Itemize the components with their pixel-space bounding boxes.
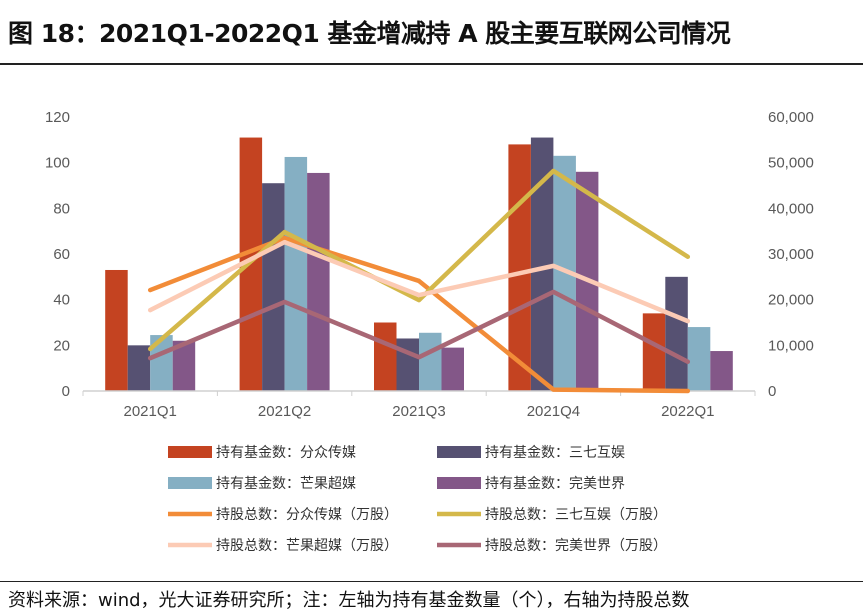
- y-right-tick-label: 60,000: [768, 109, 814, 126]
- x-tick-label: 2021Q3: [392, 403, 445, 420]
- y-left-tick-label: 0: [62, 383, 70, 400]
- figure-title: 图 18：2021Q1-2022Q1 基金增减持 A 股主要互联网公司情况: [8, 19, 731, 48]
- legend-label: 持股总数：芒果超媒（万股）: [216, 538, 398, 554]
- bar: [665, 276, 688, 391]
- legend-label: 持有基金数：分众传媒: [216, 444, 356, 461]
- legend-swatch: [168, 477, 212, 489]
- legend-label: 持股总数：分众传媒（万股）: [216, 507, 398, 523]
- bar: [262, 183, 285, 391]
- legend-swatch: [168, 446, 212, 458]
- bar: [687, 327, 711, 391]
- title-divider: [0, 63, 863, 65]
- x-tick-label: 2021Q4: [527, 403, 580, 420]
- bar: [642, 313, 666, 391]
- bar: [127, 345, 151, 391]
- source-divider: [0, 581, 863, 582]
- bar: [284, 156, 308, 391]
- legend-label: 持有基金数：三七互娱: [485, 444, 625, 461]
- y-left-tick-label: 80: [53, 200, 70, 217]
- bar: [374, 322, 397, 391]
- legend-swatch: [437, 477, 481, 489]
- y-right-tick-label: 50,000: [768, 155, 814, 172]
- y-left-tick-label: 120: [45, 109, 70, 126]
- source-note: 资料来源：wind，光大证券研究所；注：左轴为持有基金数量（个），右轴为持股总数: [8, 590, 690, 611]
- y-right-tick-label: 20,000: [768, 292, 814, 309]
- legend-label: 持股总数：完美世界（万股）: [485, 538, 667, 554]
- series-line: [147, 168, 691, 352]
- bar: [396, 338, 419, 391]
- y-left-tick-label: 20: [53, 337, 70, 354]
- y-right-tick-label: 10,000: [768, 337, 814, 354]
- bar: [105, 269, 128, 391]
- bar: [710, 351, 733, 391]
- series-line: [147, 235, 691, 394]
- x-tick-label: 2021Q2: [258, 403, 311, 420]
- legend-label: 持有基金数：完美世界: [485, 475, 625, 492]
- series-line: [147, 239, 691, 324]
- legend-swatch: [437, 446, 481, 458]
- bar: [419, 332, 442, 391]
- series-line: [147, 289, 691, 365]
- legend-label: 持股总数：三七互娱（万股）: [485, 507, 667, 523]
- y-right-tick-label: 40,000: [768, 200, 814, 217]
- y-left-tick-label: 40: [53, 292, 70, 309]
- y-right-tick-label: 30,000: [768, 246, 814, 263]
- x-tick-label: 2022Q1: [661, 403, 714, 420]
- bar: [172, 340, 196, 391]
- x-tick-label: 2021Q1: [124, 403, 177, 420]
- y-right-tick-label: 0: [768, 383, 776, 400]
- bar: [553, 155, 576, 391]
- y-left-tick-label: 100: [45, 155, 70, 172]
- bar: [530, 137, 554, 391]
- y-left-tick-label: 60: [53, 246, 70, 263]
- chart: 0 20 40 60 80 100 120 0 10,000 20,000 30,000 40,000…: [45, 109, 814, 554]
- bar: [307, 172, 330, 391]
- legend-label: 持有基金数：芒果超媒: [216, 475, 356, 492]
- bar: [441, 347, 464, 391]
